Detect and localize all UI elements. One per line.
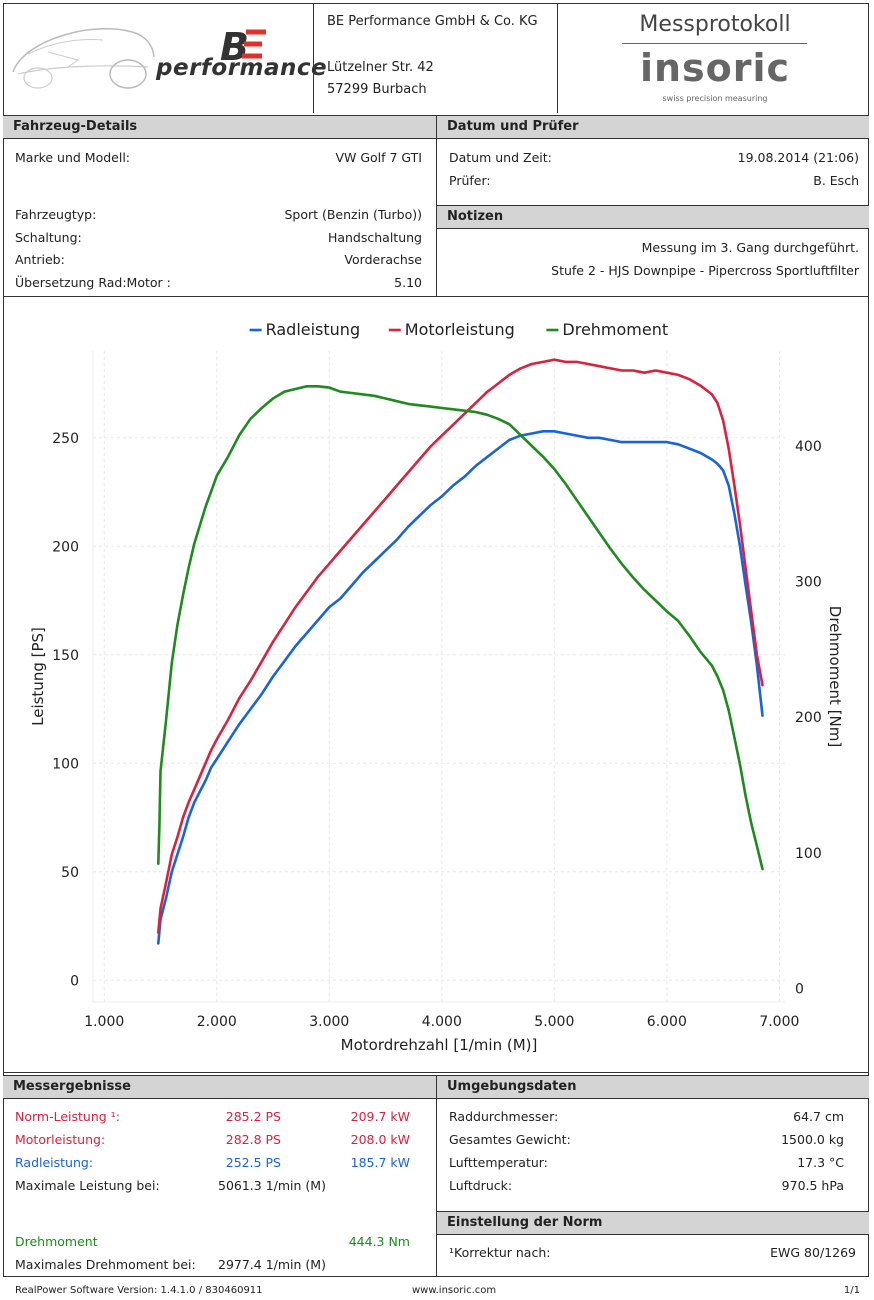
torque-label: Drehmoment <box>15 1234 98 1249</box>
x-axis-label: Motordrehzahl [1/min (M)] <box>341 1036 538 1054</box>
y-tick-label: 150 <box>52 648 79 664</box>
air-pressure-value: 970.5 hPa <box>781 1178 844 1193</box>
vehicle-drive-value: Vorderachse <box>344 252 422 267</box>
x-tick-label: 4.000 <box>422 1014 462 1030</box>
notes-line-1: Messung im 3. Gang durchgeführt. <box>641 240 859 255</box>
torque-value: 444.3 Nm <box>348 1234 410 1249</box>
wheel-power-kw: 185.7 kW <box>350 1155 410 1170</box>
company-name: BE Performance GmbH & Co. KG <box>327 14 538 29</box>
y-tick-label: 250 <box>52 431 79 447</box>
insoric-logo-text: insoric <box>639 46 791 90</box>
max-torque-label: Maximales Drehmoment bei: <box>15 1257 196 1272</box>
results-section-header: Messergebnisse <box>3 1075 436 1099</box>
norm-power-ps: 285.2 PS <box>225 1109 281 1124</box>
max-power-value: 5061.3 1/min (M) <box>218 1178 326 1193</box>
date-label: Datum und Zeit: <box>449 150 552 165</box>
vehicle-shift-label: Schaltung: <box>15 230 82 245</box>
air-pressure-label: Luftdruck: <box>449 1178 513 1193</box>
norm-correction-label: ¹Korrektur nach: <box>449 1245 551 1260</box>
y-axis-label: Leistung [PS] <box>29 627 47 726</box>
x-tick-label: 3.000 <box>309 1014 349 1030</box>
protocol-title: Messprotokoll <box>639 12 791 37</box>
series-line-drehmoment <box>157 385 764 871</box>
vehicle-ratio-label: Übersetzung Rad:Motor : <box>15 275 171 290</box>
series-line-motorleistung <box>157 358 764 934</box>
vehicle-type-value: Sport (Benzin (Turbo)) <box>284 207 422 222</box>
software-version: RealPower Software Version: 1.4.1.0 / 83… <box>15 1285 263 1296</box>
wheel-power-label: Radleistung: <box>15 1155 94 1170</box>
company-street: Lützelner Str. 42 <box>327 60 434 75</box>
wheel-power-ps: 252.5 PS <box>225 1155 281 1170</box>
norm-power-label: Norm-Leistung ¹: <box>15 1109 120 1124</box>
y-tick-label: 200 <box>52 539 79 555</box>
vehicle-section-header: Fahrzeug-Details <box>3 115 436 139</box>
y-tick-label: 50 <box>61 865 79 881</box>
norm-section-header: Einstellung der Norm <box>437 1211 869 1235</box>
page-number: 1/1 <box>843 1285 860 1296</box>
y2-tick-label: 100 <box>795 846 822 862</box>
examiner-value: B. Esch <box>813 173 859 188</box>
x-tick-label: 1.000 <box>84 1014 124 1030</box>
y-tick-label: 100 <box>52 756 79 772</box>
y2-tick-label: 300 <box>795 575 822 591</box>
vehicle-drive-label: Antrieb: <box>15 252 65 267</box>
weight-label: Gesamtes Gewicht: <box>449 1132 571 1147</box>
norm-power-kw: 209.7 kW <box>350 1109 410 1124</box>
air-temp-value: 17.3 °C <box>797 1155 844 1170</box>
y-tick-label: 0 <box>70 973 79 989</box>
chart-grid <box>92 351 785 1003</box>
be-logo-icon: B <box>220 25 266 68</box>
max-power-label: Maximale Leistung bei: <box>15 1178 160 1193</box>
date-value: 19.08.2014 (21:06) <box>737 150 859 165</box>
performance-logo-text: performance <box>156 55 328 81</box>
vehicle-model-label: Marke und Modell: <box>15 150 131 165</box>
environment-section-header: Umgebungsdaten <box>437 1075 869 1099</box>
insoric-tagline: swiss precision measuring <box>662 94 768 103</box>
chart-lines <box>157 358 764 945</box>
y2-tick-label: 200 <box>795 710 822 726</box>
max-torque-value: 2977.4 1/min (M) <box>218 1257 326 1272</box>
notes-section-header: Notizen <box>437 205 869 229</box>
motor-power-label: Motorleistung: <box>15 1132 106 1147</box>
footer-url[interactable]: www.insoric.com <box>412 1285 497 1296</box>
y2-axis-label: Drehmoment [Nm] <box>826 606 844 747</box>
y2-tick-label: 400 <box>795 439 822 455</box>
notes-line-2: Stufe 2 - HJS Downpipe - Pipercross Spor… <box>551 263 859 278</box>
x-tick-label: 2.000 <box>197 1014 237 1030</box>
series-line-radleistung <box>157 430 764 945</box>
x-tick-label: 7.000 <box>759 1014 799 1030</box>
norm-correction-value: EWG 80/1269 <box>770 1245 856 1260</box>
company-city: 57299 Burbach <box>327 82 427 97</box>
y2-tick-label: 0 <box>795 981 804 997</box>
chart-axes: 1.000 2.000 3.000 4.000 5.000 6.000 7.000 0 50 10… <box>29 431 844 1054</box>
x-tick-label: 5.000 <box>534 1014 574 1030</box>
motor-power-ps: 282.8 PS <box>225 1132 281 1147</box>
vehicle-shift-value: Handschaltung <box>327 230 422 245</box>
vehicle-model-value: VW Golf 7 GTI <box>335 150 422 165</box>
examiner-label: Prüfer: <box>449 173 491 188</box>
wheel-diameter-value: 64.7 cm <box>793 1109 844 1124</box>
vehicle-ratio-value: 5.10 <box>394 275 422 290</box>
vehicle-type-label: Fahrzeugtyp: <box>15 207 97 222</box>
dyno-chart: 1.000 2.000 3.000 4.000 5.000 6.000 7.000 0 50 10… <box>29 320 844 1054</box>
wheel-diameter-label: Raddurchmesser: <box>449 1109 559 1124</box>
air-temp-label: Lufttemperatur: <box>449 1155 548 1170</box>
date-section-header: Datum und Prüfer <box>437 115 869 139</box>
legend-label-motorleistung: Motorleistung <box>405 320 515 339</box>
weight-value: 1500.0 kg <box>781 1132 844 1147</box>
x-tick-label: 6.000 <box>647 1014 687 1030</box>
chart-legend: Radleistung Motorleistung Drehmoment <box>249 320 668 339</box>
legend-label-radleistung: Radleistung <box>266 320 361 339</box>
car-sketch-icon <box>12 27 155 89</box>
legend-label-drehmoment: Drehmoment <box>562 320 668 339</box>
motor-power-kw: 208.0 kW <box>350 1132 410 1147</box>
